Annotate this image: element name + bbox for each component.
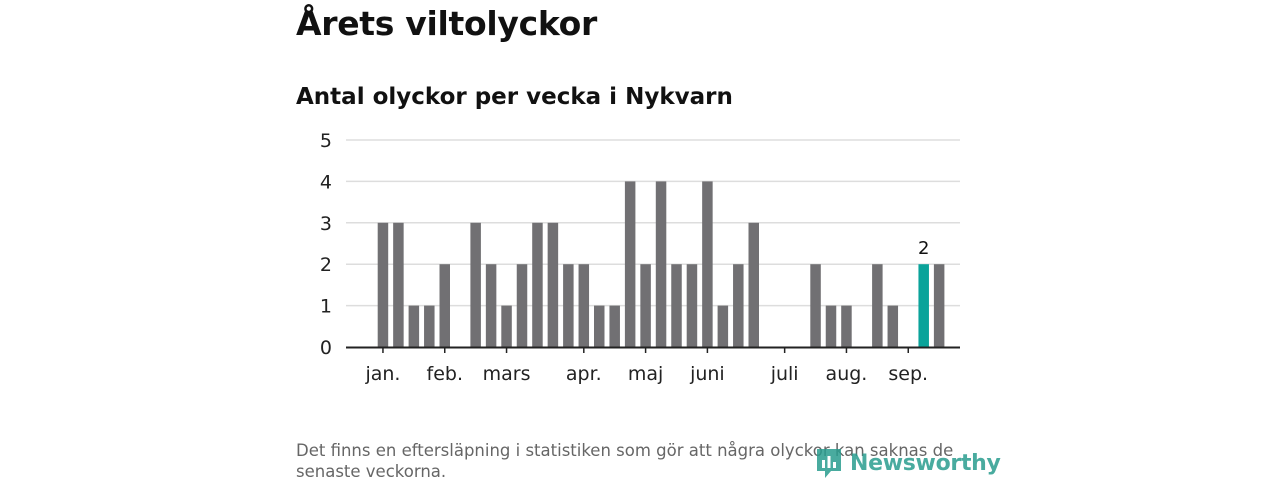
footnote: Det finns en eftersläpning i statistiken… xyxy=(296,441,954,481)
y-tick-label: 4 xyxy=(320,171,332,193)
bar xyxy=(393,222,404,347)
x-tick-label: maj xyxy=(628,363,663,385)
bar xyxy=(671,264,682,347)
x-tick-label: mars xyxy=(483,363,531,385)
bar xyxy=(887,305,899,347)
bar xyxy=(609,305,620,347)
y-tick-label: 3 xyxy=(320,213,332,235)
data-labels: 2 xyxy=(918,238,929,259)
x-tick-label: jan. xyxy=(364,363,400,385)
bar xyxy=(717,305,729,347)
y-tick-label: 2 xyxy=(320,254,332,276)
bar xyxy=(578,264,590,347)
bar xyxy=(686,264,698,347)
bar xyxy=(377,222,389,347)
highlight-bar xyxy=(918,264,929,347)
bar xyxy=(532,222,543,347)
bar xyxy=(825,305,837,347)
bar xyxy=(485,264,497,347)
bar xyxy=(640,264,651,347)
bar xyxy=(563,264,574,347)
x-tick-label: sep. xyxy=(888,363,928,385)
data-label: 2 xyxy=(918,238,929,259)
y-tick-label: 1 xyxy=(320,296,332,318)
bar xyxy=(733,264,744,347)
bar xyxy=(624,181,636,347)
x-tick-label: juni xyxy=(689,363,725,385)
bar xyxy=(841,305,852,347)
bar xyxy=(748,222,759,347)
x-tick-label: apr. xyxy=(566,363,602,385)
newsworthy-logo: Newsworthy xyxy=(814,446,1001,480)
grid-lines xyxy=(346,139,960,307)
x-axis: jan. feb. mars apr. maj juni juli aug. sep. xyxy=(346,346,960,385)
bar xyxy=(470,222,481,347)
bar xyxy=(594,305,605,347)
bar xyxy=(933,264,945,347)
logo-text: Newsworthy xyxy=(850,450,1001,476)
page-title: Årets viltolyckor xyxy=(296,4,597,43)
y-tick-label: 5 xyxy=(320,130,332,152)
logo-icon xyxy=(817,449,841,478)
bar xyxy=(424,305,435,347)
x-tick-label: aug. xyxy=(826,363,868,385)
bars xyxy=(377,181,945,347)
bar xyxy=(516,264,528,347)
bar xyxy=(408,305,420,347)
bar xyxy=(810,264,821,347)
bar xyxy=(547,222,559,347)
bar xyxy=(655,181,667,347)
bar xyxy=(439,264,450,347)
x-tick-label: feb. xyxy=(427,363,463,385)
y-axis-tick-labels: 0 1 2 3 4 5 xyxy=(320,130,332,359)
bar xyxy=(872,264,883,347)
chart-subtitle: Antal olyckor per vecka i Nykvarn xyxy=(296,84,733,110)
bar xyxy=(501,305,512,347)
bar xyxy=(702,181,713,347)
x-tick-label: juli xyxy=(770,363,799,385)
y-tick-label: 0 xyxy=(320,337,332,359)
